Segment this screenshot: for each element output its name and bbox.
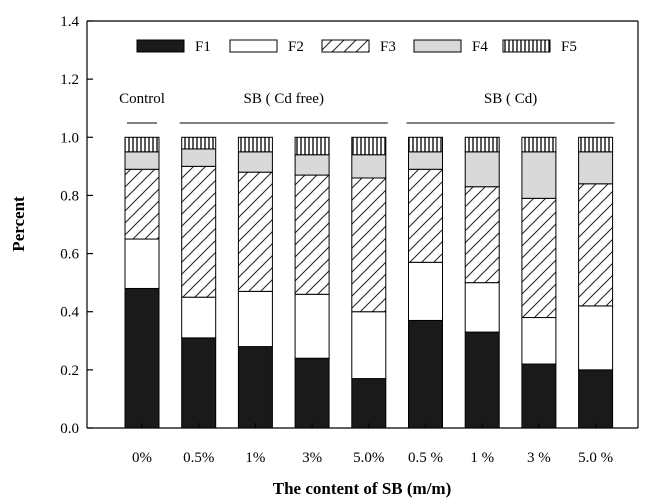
bar-segment-f4 [464,151,500,188]
bar-segment-f4 [294,154,330,176]
bar-segment-f1 [521,363,557,429]
y-tick-label: 0.2 [60,363,79,379]
y-tick-label: 0.8 [60,188,79,204]
bar-segment-f2 [408,261,443,321]
bar-segment-f4 [351,154,387,179]
bar-segment-f3 [578,183,614,307]
legend-swatch [136,39,185,53]
y-axis-ticks: 0.0 0.2 0.4 0.6 0.8 1.0 1.2 1.4 [60,14,93,437]
bars [124,136,614,429]
group-label: Control [119,91,165,107]
x-axis-ticks: 0% 0.5% 1% 3% 5.0% 0.5 % 1 % 3 % 5.0 % [132,423,613,466]
bar-stack [124,136,160,429]
legend-swatch [413,39,462,53]
x-tick-label: 0.5 % [408,450,443,466]
bar-segment-f4 [181,148,217,167]
bar-segment-f4 [408,151,443,170]
bar-segment-f2 [464,282,500,333]
bar-stack [408,136,443,429]
legend-swatch [321,39,370,53]
bar-segment-f2 [521,317,557,365]
bar-segment-f3 [521,197,557,319]
bar-segment-f2 [124,238,160,289]
x-tick-label: 0% [132,450,152,466]
bar-segment-f5 [237,136,273,153]
y-tick-label: 0.6 [60,247,79,263]
group-label: SB ( Cd free) [244,91,324,107]
bar-segment-f1 [294,357,330,429]
x-tick-label: 5.0% [353,450,384,466]
bar-segment-f5 [294,136,330,156]
legend-item-f5: F5 [502,39,577,55]
y-tick-label: 1.0 [60,130,79,146]
bar-segment-f3 [464,186,500,284]
bar-segment-f5 [521,136,557,153]
y-axis-title: Percent [9,196,28,252]
legend-item-f3: F3 [321,39,396,55]
legend-swatch [502,39,551,53]
x-tick-label: 0.5% [183,450,214,466]
bar-segment-f2 [181,296,217,339]
legend-label: F5 [561,39,577,55]
bar-segment-f3 [351,177,387,313]
x-tick-label: 1 % [470,450,494,466]
bar-segment-f3 [124,168,160,240]
legend-label: F4 [472,39,488,55]
bar-segment-f1 [181,337,217,429]
bar-segment-f5 [408,136,443,153]
bar-segment-f4 [237,151,273,173]
bar-segment-f1 [124,287,160,429]
bar-segment-f2 [294,293,330,359]
bar-stack [294,136,330,429]
y-tick-label: 0.0 [60,421,79,437]
y-tick-label: 1.2 [60,72,79,88]
legend-label: F3 [380,39,396,55]
group-annotations: Control SB ( Cd free) SB ( Cd) [119,91,615,124]
bar-segment-f3 [408,168,443,263]
legend-item-f1: F1 [136,39,211,55]
legend-label: F1 [195,39,211,55]
x-tick-label: 3% [302,450,322,466]
x-tick-label: 1% [245,450,265,466]
y-tick-label: 1.4 [60,14,79,30]
legend-swatch [229,39,278,53]
legend-item-f2: F2 [229,39,304,55]
bar-segment-f3 [181,165,217,298]
bar-segment-f4 [521,151,557,199]
bar-segment-f2 [237,290,273,348]
x-tick-label: 5.0 % [578,450,613,466]
y-tick-label: 0.4 [60,305,79,321]
bar-segment-f5 [578,136,614,153]
bar-segment-f1 [351,378,387,429]
bar-segment-f1 [408,319,443,429]
legend-label: F2 [288,39,304,55]
bar-stack [521,136,557,429]
legend: F1 F2 F3 F4 F5 [136,39,577,55]
bar-segment-f3 [294,174,330,295]
bar-segment-f5 [464,136,500,153]
bar-segment-f4 [124,151,160,170]
bar-stack [464,136,500,429]
bar-segment-f5 [351,136,387,156]
bar-segment-f1 [578,369,614,429]
bar-segment-f1 [464,331,500,429]
bar-segment-f5 [124,136,160,153]
bar-stack [237,136,273,429]
bar-segment-f1 [237,346,273,429]
bar-segment-f2 [578,305,614,371]
group-label: SB ( Cd) [484,91,537,107]
bar-stack [578,136,614,429]
bar-stack [181,136,217,429]
bar-segment-f5 [181,136,217,150]
x-tick-label: 3 % [527,450,551,466]
x-axis-title: The content of SB (m/m) [273,479,451,498]
bar-segment-f3 [237,171,273,292]
bar-stack [351,136,387,429]
bar-segment-f4 [578,151,614,185]
legend-item-f4: F4 [413,39,488,55]
bar-segment-f2 [351,311,387,380]
